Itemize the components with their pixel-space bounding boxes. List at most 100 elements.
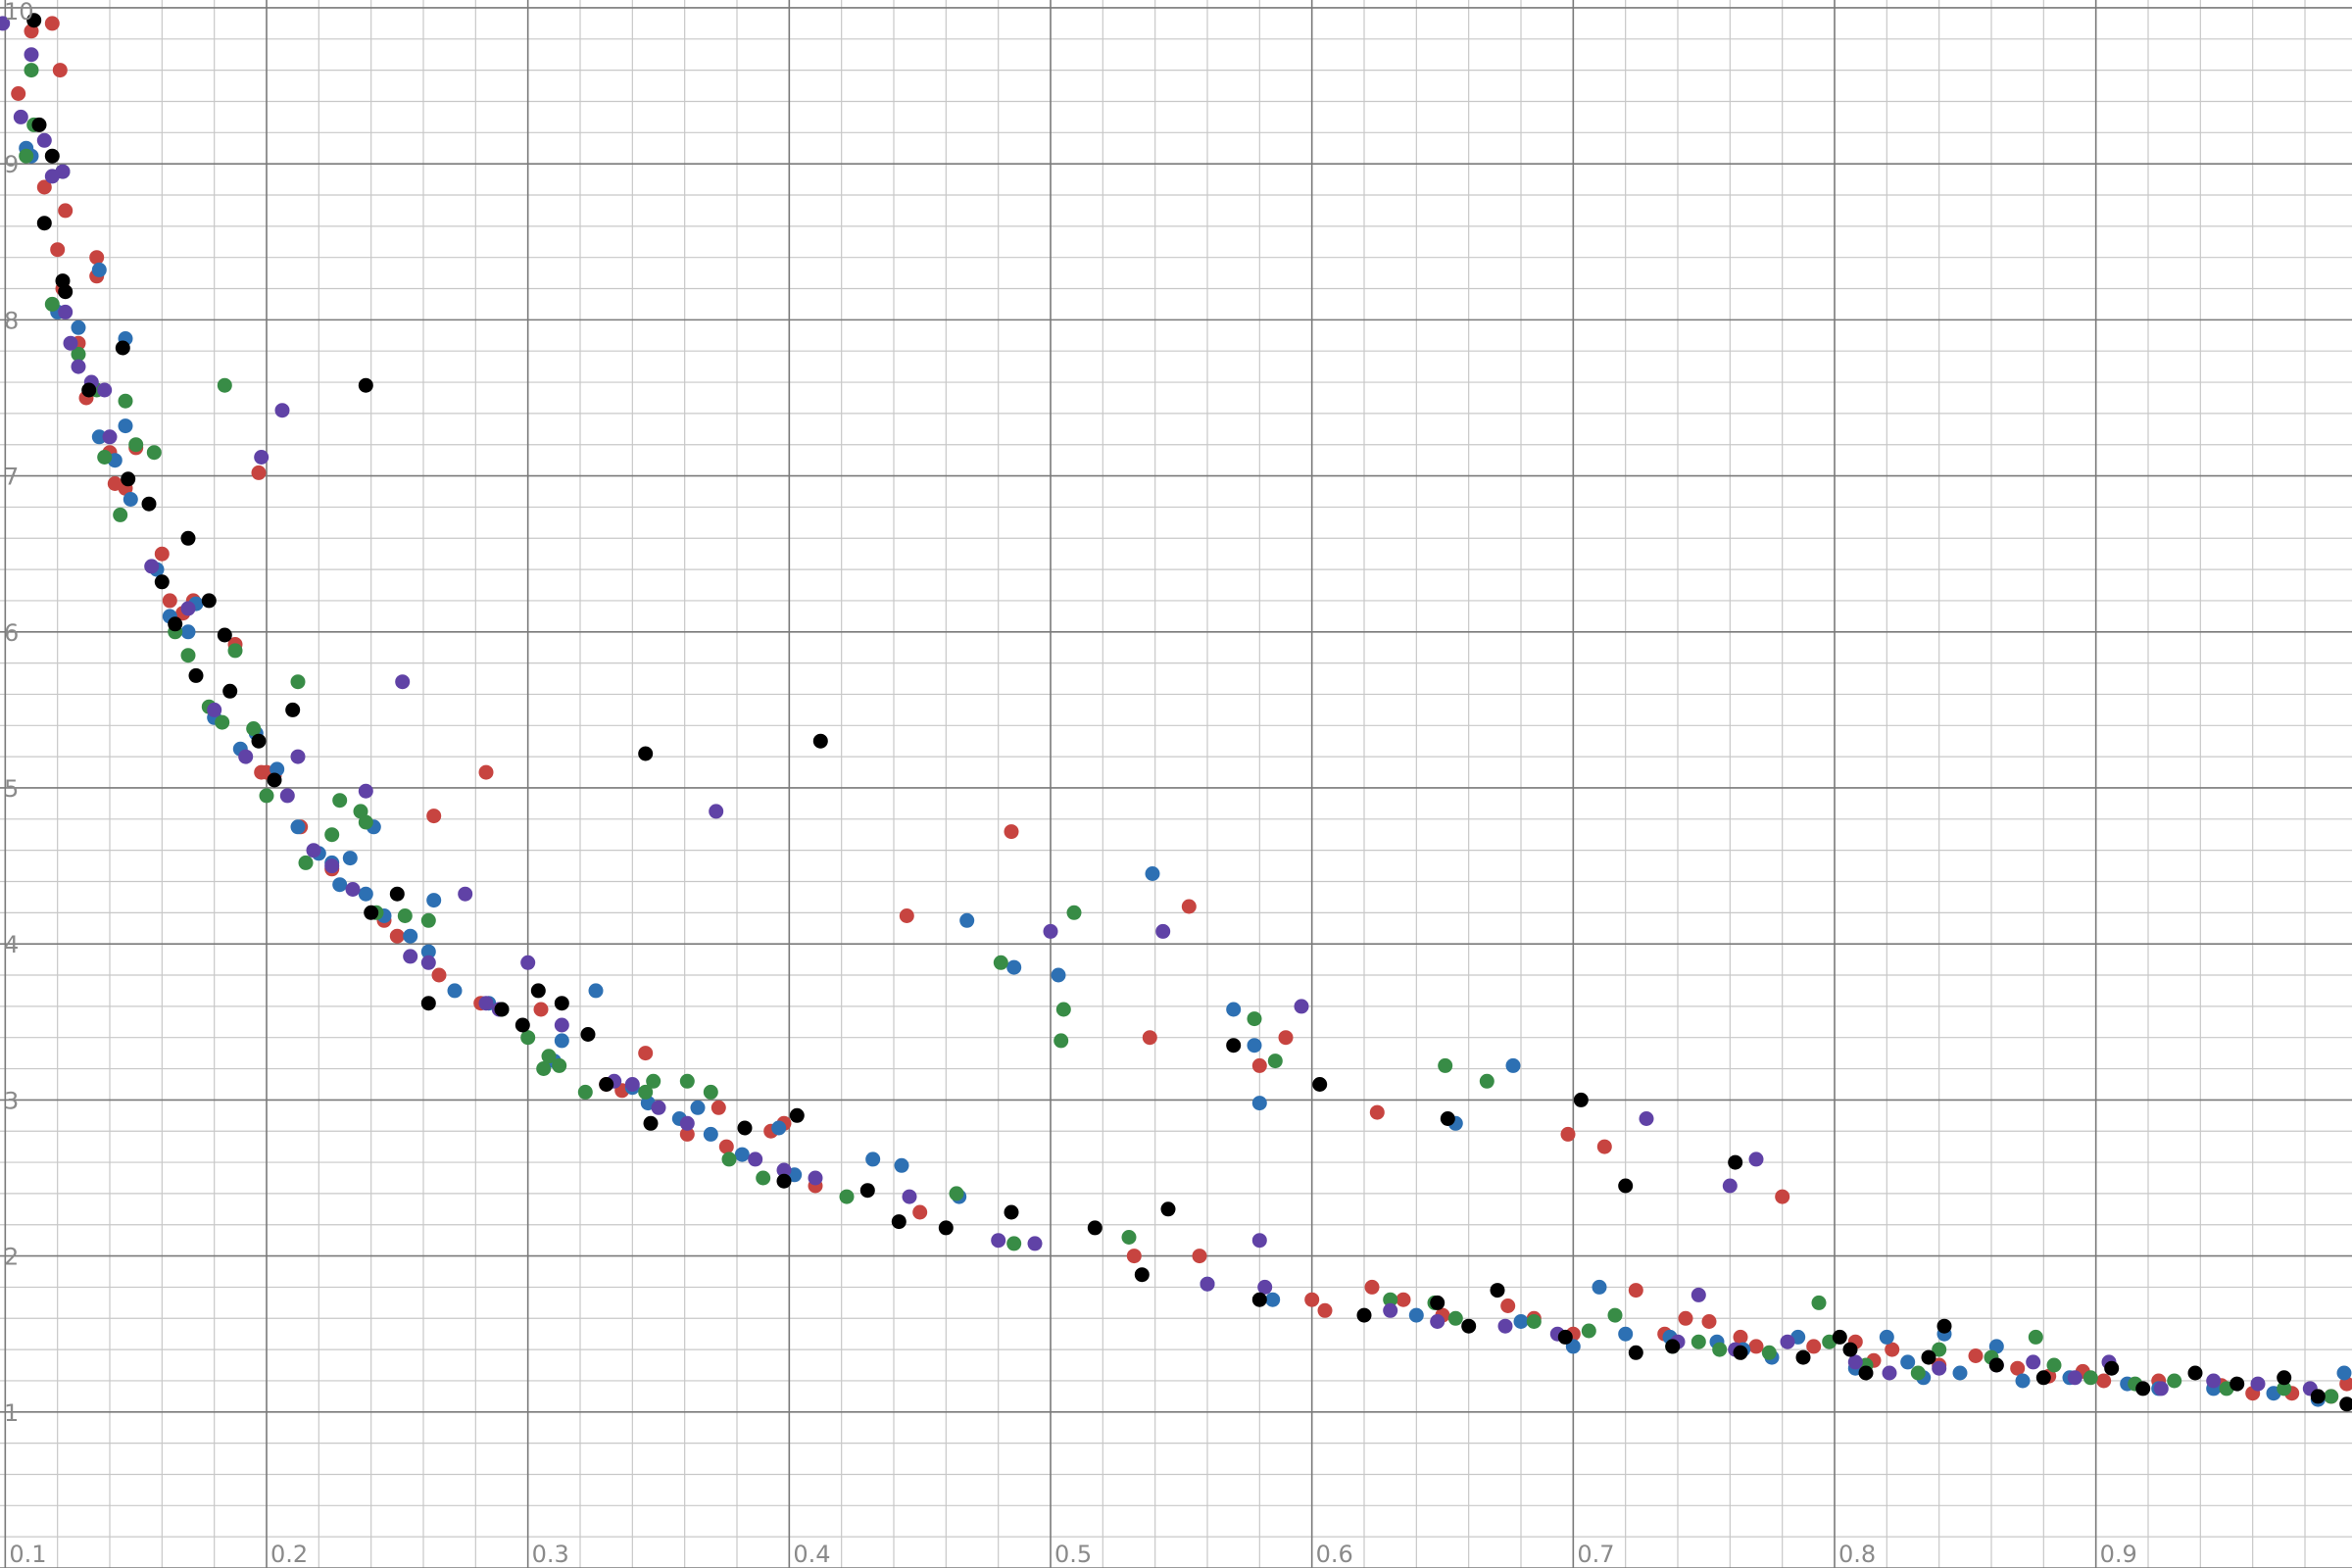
scatter-point — [812, 733, 828, 749]
scatter-point — [2046, 1357, 2062, 1373]
scatter-point — [1505, 1057, 1521, 1073]
scatter-point — [1573, 1092, 1589, 1107]
y-tick-label: 10 — [4, 0, 34, 25]
scatter-point — [1043, 923, 1058, 939]
scatter-point — [1461, 1318, 1477, 1334]
scatter-point — [588, 983, 604, 999]
scatter-point — [679, 1126, 695, 1142]
scatter-point — [1006, 1236, 1022, 1251]
scatter-point — [403, 928, 418, 944]
scatter-point — [238, 749, 254, 764]
scatter-point — [554, 1033, 569, 1049]
scatter-point — [1628, 1283, 1643, 1298]
scatter-point — [332, 793, 348, 808]
scatter-point — [2026, 1354, 2041, 1370]
scatter-point — [1251, 1096, 1267, 1111]
scatter-point — [1628, 1345, 1643, 1360]
scatter-point — [71, 346, 86, 362]
scatter-point — [24, 63, 39, 78]
scatter-point — [251, 733, 267, 749]
scatter-point — [1145, 866, 1160, 881]
scatter-point — [2339, 1396, 2352, 1412]
scatter-point — [162, 593, 177, 609]
scatter-point — [358, 783, 373, 799]
scatter-point — [1383, 1302, 1398, 1318]
scatter-point — [1847, 1354, 1863, 1370]
scatter-point — [89, 250, 105, 266]
scatter-point — [1192, 1249, 1207, 1264]
scatter-point — [638, 1046, 654, 1061]
scatter-point — [1526, 1314, 1542, 1329]
scatter-point — [1121, 1230, 1137, 1245]
scatter-point — [1247, 1011, 1262, 1027]
scatter-point — [1479, 1073, 1494, 1089]
scatter-point — [358, 377, 373, 393]
scatter-point — [1690, 1334, 1706, 1349]
scatter-point — [710, 1100, 726, 1115]
scatter-point — [771, 1120, 787, 1136]
scatter-point — [1294, 999, 1309, 1014]
scatter-point — [298, 855, 314, 870]
scatter-point — [431, 967, 447, 983]
scatter-point — [1055, 1002, 1071, 1017]
x-tick-label: 0.1 — [9, 1541, 46, 1568]
x-tick-label: 0.9 — [2100, 1541, 2137, 1568]
x-tick-label: 0.3 — [532, 1541, 569, 1568]
scatter-point — [24, 47, 39, 63]
scatter-point — [188, 667, 204, 683]
scatter-point — [1592, 1279, 1607, 1295]
scatter-point — [959, 912, 975, 928]
scatter-point — [1690, 1287, 1706, 1302]
scatter-point — [2310, 1389, 2326, 1404]
scatter-point — [1952, 1365, 1968, 1381]
scatter-point — [580, 1027, 596, 1042]
scatter-point — [426, 808, 442, 824]
scatter-point — [599, 1077, 614, 1092]
scatter-point — [1396, 1292, 1411, 1307]
scatter-point — [1027, 1236, 1043, 1251]
x-tick-label: 0.7 — [1577, 1541, 1614, 1568]
scatter-point — [1440, 1111, 1455, 1126]
scatter-point — [71, 319, 86, 335]
scatter-point — [128, 437, 144, 453]
scatter-point — [1251, 1292, 1267, 1307]
y-tick-label: 7 — [4, 464, 19, 491]
scatter-point — [651, 1100, 666, 1115]
scatter-point — [1200, 1276, 1215, 1292]
scatter-point — [1910, 1365, 1926, 1381]
scatter-point — [1265, 1292, 1281, 1307]
scatter-point — [2035, 1370, 2051, 1386]
scatter-point — [789, 1107, 805, 1123]
scatter-point — [2096, 1373, 2112, 1389]
scatter-point — [1882, 1365, 1897, 1381]
scatter-point — [246, 721, 262, 736]
scatter-point — [709, 804, 724, 819]
scatter-point — [2015, 1373, 2031, 1389]
scatter-point — [899, 908, 914, 923]
scatter-point — [1936, 1318, 1952, 1334]
scatter-point — [478, 996, 494, 1011]
scatter-point — [251, 465, 267, 480]
scatter-point — [2153, 1381, 2169, 1396]
scatter-point — [1142, 1030, 1157, 1046]
scatter-point — [1811, 1295, 1827, 1310]
scatter-point — [58, 304, 74, 319]
scatter-point — [1795, 1349, 1811, 1365]
scatter-point — [180, 648, 196, 663]
scatter-point — [552, 1057, 567, 1073]
scatter-point — [912, 1204, 928, 1220]
scatter-point — [1430, 1314, 1446, 1329]
scatter-point — [345, 882, 361, 897]
scatter-point — [638, 746, 654, 761]
scatter-point — [207, 702, 222, 717]
scatter-point — [1356, 1307, 1372, 1323]
scatter-point — [859, 1183, 875, 1199]
scatter-point — [949, 1186, 964, 1201]
scatter-point — [81, 382, 97, 398]
scatter-point — [1712, 1342, 1728, 1357]
scatter-point — [285, 702, 301, 717]
y-tick-label: 2 — [4, 1244, 19, 1271]
